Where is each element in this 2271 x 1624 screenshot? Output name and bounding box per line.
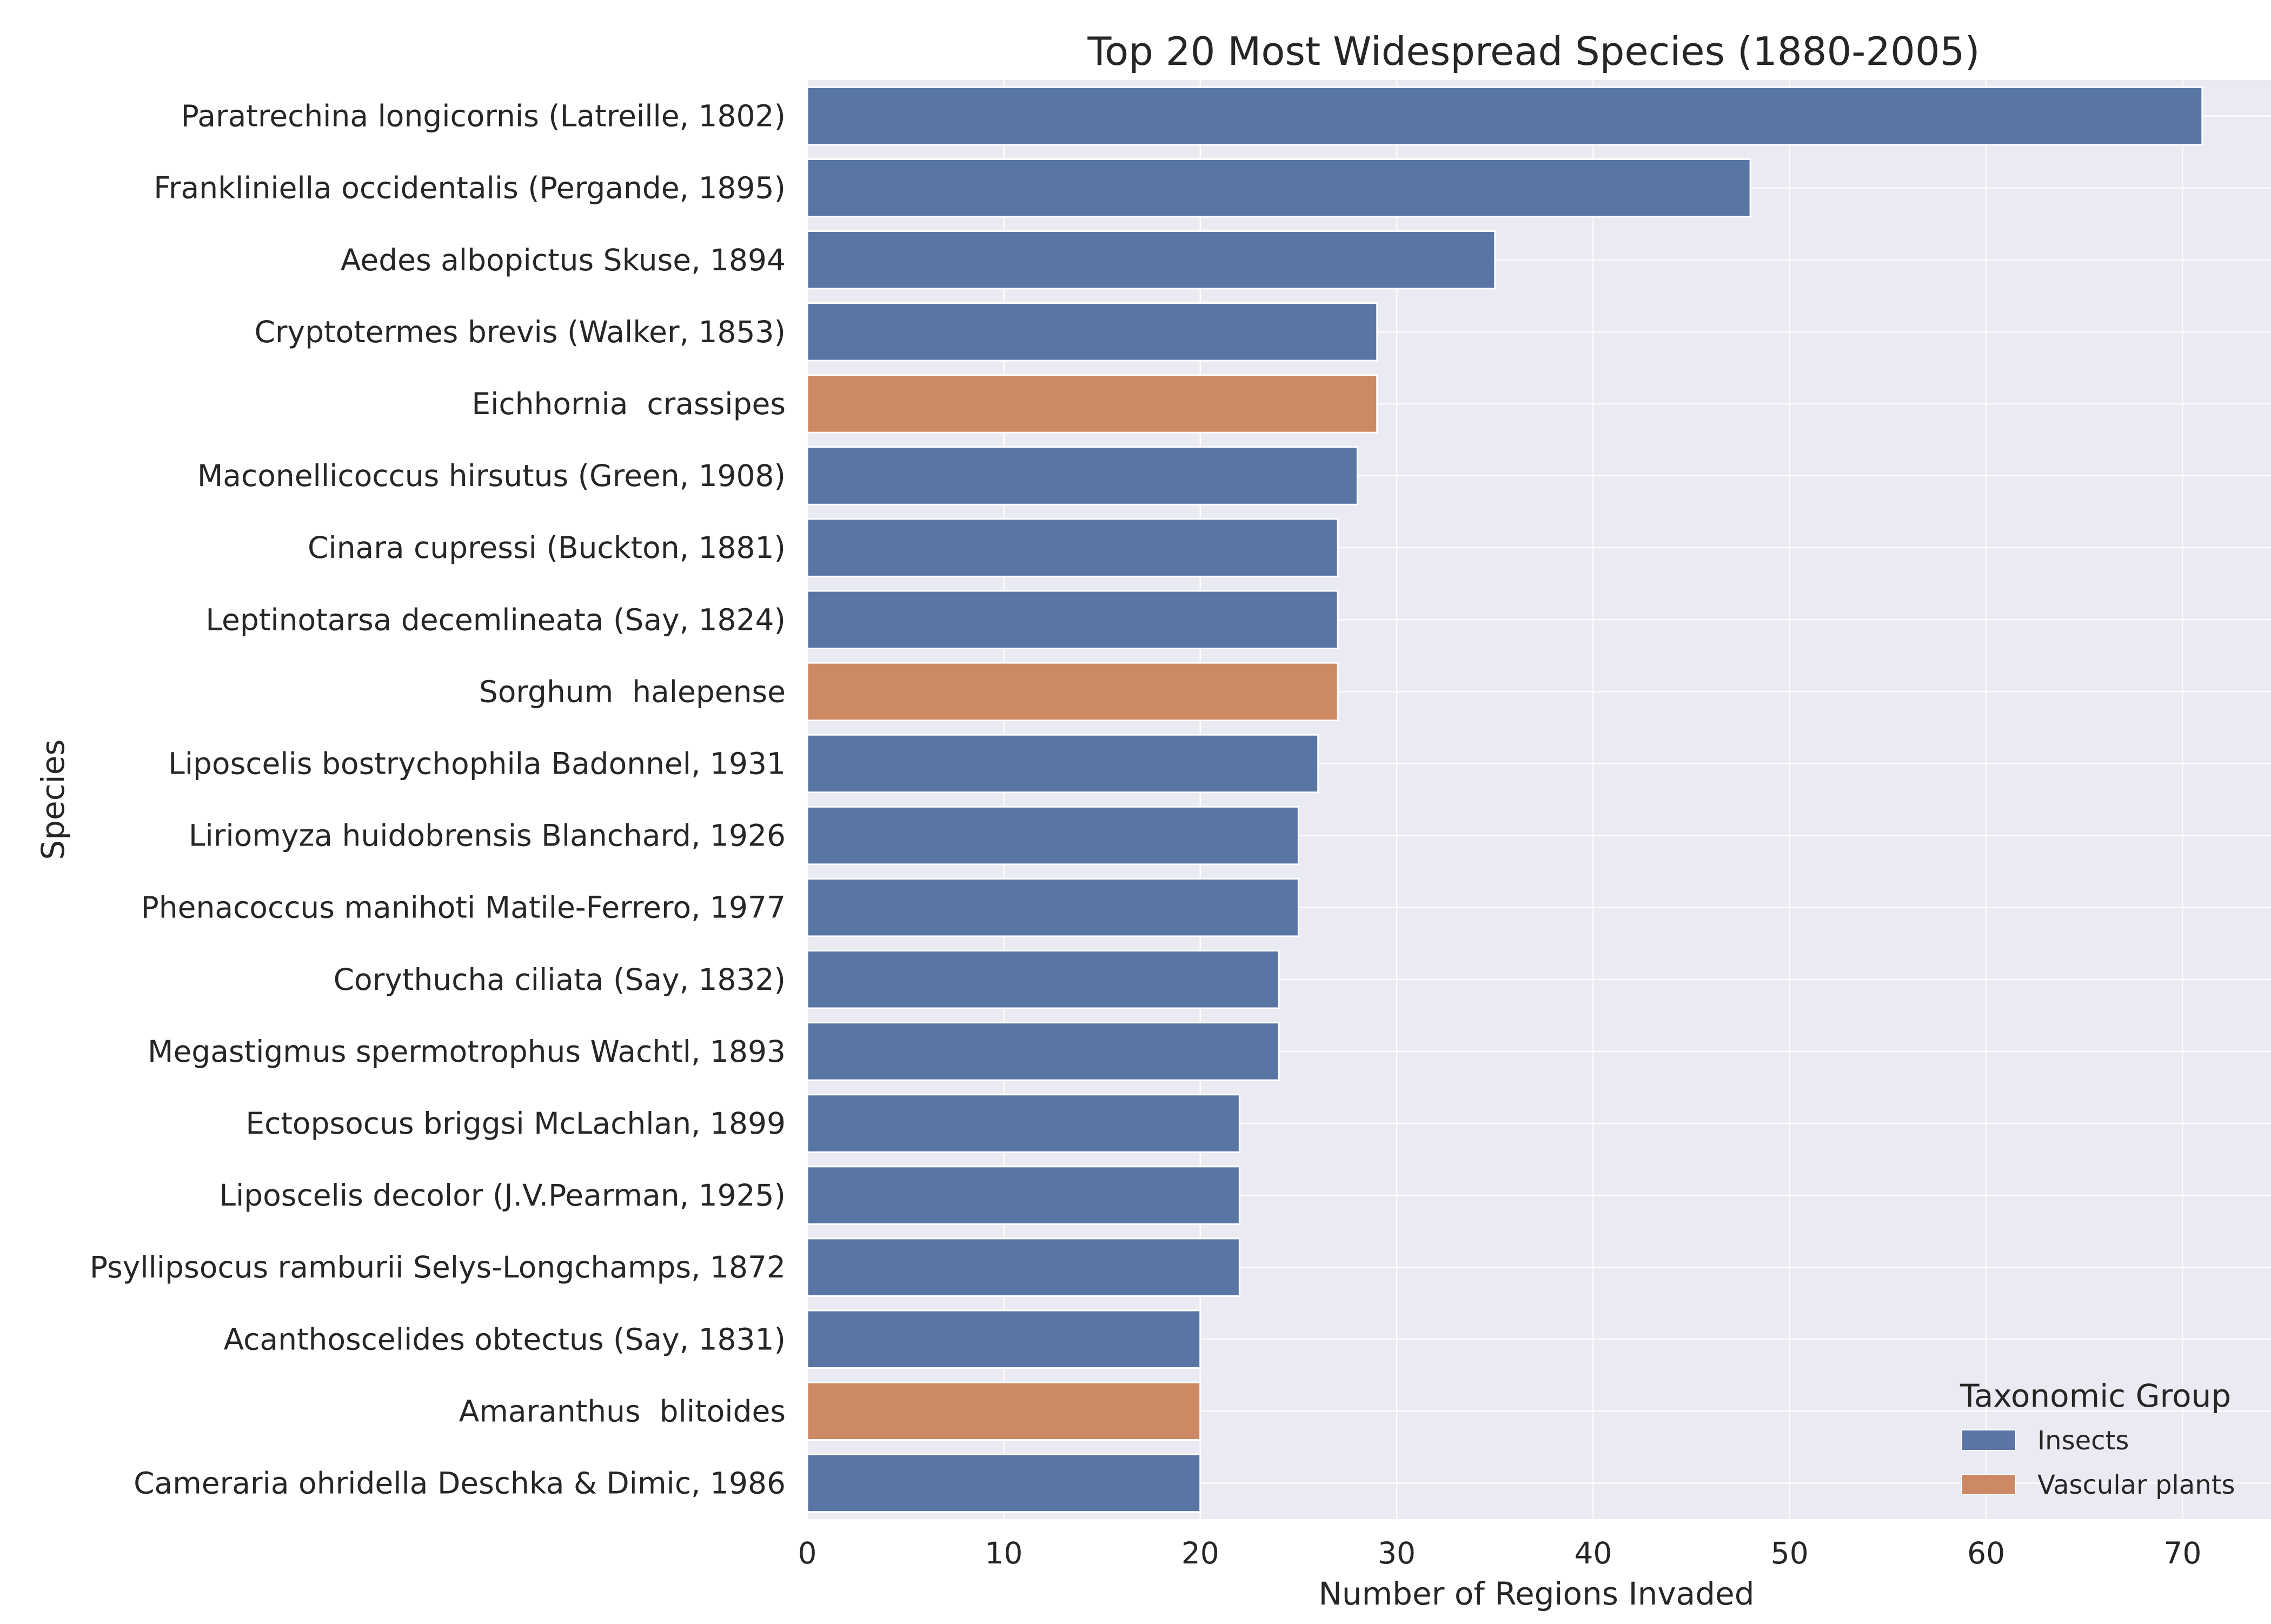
bar xyxy=(806,1022,1280,1081)
legend-swatch xyxy=(1961,1474,2016,1495)
bar xyxy=(806,806,1299,866)
bar xyxy=(806,374,1378,434)
x-tick-label: 30 xyxy=(1378,1536,1416,1570)
chart-title: Top 20 Most Widespread Species (1880-200… xyxy=(1087,29,1980,74)
y-tick-label: Megastigmus spermotrophus Wachtl, 1893 xyxy=(148,1034,786,1069)
bar xyxy=(806,1094,1240,1153)
y-tick-label: Liposcelis bostrychophila Badonnel, 1931 xyxy=(168,746,786,781)
y-tick-label: Cryptotermes brevis (Walker, 1853) xyxy=(255,315,786,349)
y-tick-label: Acanthoscelides obtectus (Say, 1831) xyxy=(224,1322,786,1356)
y-tick-label: Phenacoccus manihoti Matile-Ferrero, 197… xyxy=(141,890,786,925)
bar xyxy=(806,1309,1201,1369)
y-tick-label: Aedes albopictus Skuse, 1894 xyxy=(341,243,786,277)
legend-entries: Insects Vascular plants xyxy=(1961,1426,2235,1500)
y-tick-label: Sorghum halepense xyxy=(479,674,786,709)
y-tick-label: Frankliniella occidentalis (Pergande, 18… xyxy=(154,171,786,205)
legend-title: Taxonomic Group xyxy=(1960,1377,2231,1414)
bar xyxy=(806,1166,1240,1225)
bar xyxy=(806,302,1378,362)
bar xyxy=(806,518,1339,577)
bar xyxy=(806,1453,1201,1513)
bar xyxy=(806,590,1339,649)
y-tick-label: Cameraria ohridella Deschka & Dimic, 198… xyxy=(134,1466,786,1500)
legend-label: Vascular plants xyxy=(2037,1470,2235,1500)
x-axis-label: Number of Regions Invaded xyxy=(1318,1575,1754,1612)
x-tick-label: 20 xyxy=(1181,1536,1219,1570)
legend-label: Insects xyxy=(2037,1426,2129,1456)
x-tick-label: 0 xyxy=(798,1536,817,1570)
y-tick-labels: Paratrechina longicornis (Latreille, 180… xyxy=(90,99,786,1501)
bar xyxy=(806,734,1319,794)
bar xyxy=(806,662,1339,722)
y-tick-label: Ectopsocus briggsi McLachlan, 1899 xyxy=(245,1106,786,1141)
y-tick-label: Corythucha ciliata (Say, 1832) xyxy=(334,962,786,997)
y-tick-label: Liposcelis decolor (J.V.Pearman, 1925) xyxy=(219,1178,786,1213)
bar xyxy=(806,1237,1240,1297)
x-tick-label: 60 xyxy=(1967,1536,2005,1570)
y-tick-label: Psyllipsocus ramburii Selys-Longchamps, … xyxy=(90,1250,786,1284)
x-tick-label: 10 xyxy=(985,1536,1022,1570)
bar xyxy=(806,230,1496,290)
y-tick-label: Leptinotarsa decemlineata (Say, 1824) xyxy=(205,602,786,637)
y-tick-label: Amaranthus blitoides xyxy=(459,1394,786,1428)
bar xyxy=(806,158,1751,218)
x-tick-label: 70 xyxy=(2163,1536,2201,1570)
y-axis-label: Species xyxy=(35,739,71,860)
x-tick-label: 40 xyxy=(1574,1536,1612,1570)
bar xyxy=(806,446,1358,505)
bar xyxy=(806,1381,1201,1441)
bar xyxy=(806,950,1280,1009)
y-tick-label: Paratrechina longicornis (Latreille, 180… xyxy=(181,99,786,134)
legend: Taxonomic Group Insects Vascular plants xyxy=(1960,1377,2235,1500)
y-tick-label: Liriomyza huidobrensis Blanchard, 1926 xyxy=(189,818,786,853)
y-tick-label: Maconellicoccus hirsutus (Green, 1908) xyxy=(197,458,786,493)
x-tick-labels: 0 10 20 30 40 50 60 70 xyxy=(798,1536,2202,1570)
x-tick-label: 50 xyxy=(1771,1536,1809,1570)
bar xyxy=(806,86,2203,146)
plot-background xyxy=(807,80,2271,1519)
bar xyxy=(806,877,1299,937)
legend-swatch xyxy=(1961,1429,2016,1451)
y-tick-label: Eichhornia crassipes xyxy=(472,387,786,421)
y-tick-label: Cinara cupressi (Buckton, 1881) xyxy=(308,530,786,565)
bars xyxy=(806,86,2203,1513)
